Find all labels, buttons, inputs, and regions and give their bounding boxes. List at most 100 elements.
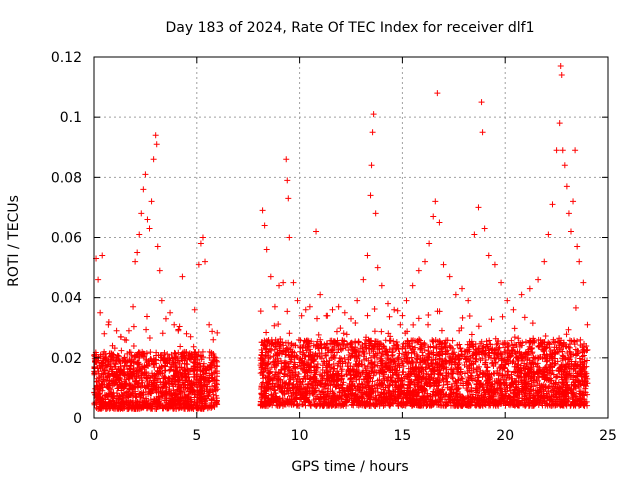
bulk-point: [168, 351, 175, 358]
bulk-point: [185, 391, 192, 398]
data-point: [117, 333, 124, 340]
bulk-point: [169, 355, 176, 362]
bulk-point: [194, 404, 201, 411]
data-point: [144, 216, 151, 223]
bulk-point: [338, 346, 345, 353]
bulk-point: [157, 370, 164, 377]
bulk-point: [96, 394, 103, 401]
bulk-point: [193, 376, 200, 383]
bulk-point: [336, 354, 343, 361]
bulk-point: [572, 304, 579, 311]
bulk-point: [122, 358, 129, 365]
bulk-point: [151, 384, 158, 391]
bulk-point: [143, 313, 150, 320]
bulk-point: [334, 362, 341, 369]
bulk-point: [425, 311, 432, 318]
bulk-point: [130, 358, 137, 365]
data-point: [125, 327, 132, 334]
bulk-point: [198, 373, 205, 380]
bulk-point: [159, 351, 166, 358]
bulk-point: [177, 343, 184, 350]
bulk-point: [171, 397, 178, 404]
bulk-point: [146, 334, 153, 341]
bulk-point: [355, 339, 362, 346]
bulk-point: [102, 367, 109, 374]
bulk-point: [128, 371, 135, 378]
bulk-point: [102, 362, 109, 369]
bulk-point: [201, 402, 208, 409]
bulk-point: [198, 390, 205, 397]
bulk-point: [257, 308, 264, 315]
bulk-point: [118, 399, 125, 406]
bulk-point: [459, 314, 466, 321]
data-point: [99, 252, 106, 259]
bulk-point: [143, 326, 150, 333]
bulk-point: [109, 394, 116, 401]
bulk-point: [191, 358, 198, 365]
data-point: [132, 258, 139, 265]
bulk-point: [126, 381, 133, 388]
bulk-point: [563, 331, 570, 338]
bulk-point: [113, 398, 120, 405]
bulk-point: [178, 356, 185, 363]
bulk-point: [169, 361, 176, 368]
bulk-point: [100, 402, 107, 409]
bulk-point: [157, 357, 164, 364]
bulk-point: [187, 384, 194, 391]
bulk-point: [203, 370, 210, 377]
bulk-point: [107, 405, 114, 412]
data-point: [156, 267, 163, 274]
bulk-point: [106, 390, 113, 397]
bulk-point: [511, 325, 518, 332]
bulk-point: [466, 313, 473, 320]
bulk-point: [136, 367, 143, 374]
bulk-point: [162, 389, 169, 396]
bulk-point: [173, 353, 180, 360]
bulk-point: [197, 352, 204, 359]
bulk-point: [371, 328, 378, 335]
bulk-point: [123, 363, 130, 370]
bulk-point: [121, 390, 128, 397]
bulk-point: [197, 394, 204, 401]
bulk-point: [105, 370, 112, 377]
bulk-point: [172, 376, 179, 383]
bulk-point: [93, 400, 100, 407]
bulk-point: [115, 405, 122, 412]
bulk-point: [577, 336, 584, 343]
bulk-point: [153, 395, 160, 402]
bulk-point: [161, 381, 168, 388]
bulk-point: [141, 353, 148, 360]
bulk-point: [205, 377, 212, 384]
bulk-point: [132, 405, 139, 412]
bulk-point: [208, 361, 215, 368]
data-point: [175, 327, 182, 334]
bulk-point: [136, 403, 143, 410]
bulk-point: [284, 308, 291, 315]
bulk-point: [111, 372, 118, 379]
bulk-point: [337, 325, 344, 332]
data-point: [152, 132, 159, 139]
bulk-point: [141, 364, 148, 371]
bulk-point: [184, 399, 191, 406]
bulk-point: [123, 376, 130, 383]
bulk-point: [168, 364, 175, 371]
bulk-point: [162, 359, 169, 366]
data-bulk-band: [91, 304, 591, 412]
bulk-point: [94, 394, 101, 401]
bulk-point: [126, 356, 133, 363]
bulk-point: [488, 316, 495, 323]
data-point: [162, 315, 169, 322]
bulk-point: [275, 321, 282, 328]
bulk-point: [213, 400, 220, 407]
bulk-point: [114, 374, 121, 381]
bulk-point: [475, 323, 482, 330]
bulk-point: [110, 351, 117, 358]
bulk-point: [112, 379, 119, 386]
bulk-point: [364, 312, 371, 319]
data-point: [167, 309, 174, 316]
bulk-point: [116, 377, 123, 384]
bulk-point: [196, 366, 203, 373]
bulk-point: [193, 352, 200, 359]
bulk-point: [149, 370, 156, 377]
